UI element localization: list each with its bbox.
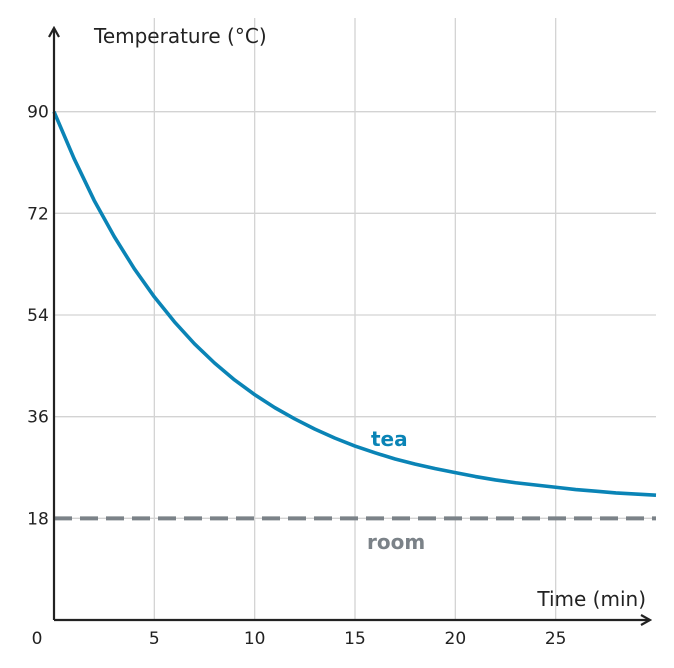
vertical-gridlines xyxy=(153,18,557,620)
y-axis-label: Temperature (°C) xyxy=(93,24,267,48)
series-label-room: room xyxy=(367,530,425,554)
origin-label: 0 xyxy=(32,629,43,649)
x-tick-label-20: 20 xyxy=(445,629,467,649)
y-tick-label-54: 54 xyxy=(27,306,49,326)
y-tick-label-18: 18 xyxy=(27,509,49,529)
x-tick-label-5: 5 xyxy=(149,629,160,649)
series-layer xyxy=(52,110,657,521)
x-axis-label: Time (min) xyxy=(536,587,646,611)
series-line-tea xyxy=(52,110,657,497)
x-tick-label-10: 10 xyxy=(244,629,266,649)
series-label-tea: tea xyxy=(371,427,408,451)
x-tick-label-25: 25 xyxy=(545,629,567,649)
y-tick-label-90: 90 xyxy=(27,103,49,123)
x-tick-label-15: 15 xyxy=(344,629,366,649)
y-tick-label-72: 72 xyxy=(27,204,49,224)
y-tick-label-36: 36 xyxy=(27,408,49,428)
tick-labels: 5 10 15 20 25 18 36 54 72 90 xyxy=(27,103,566,649)
